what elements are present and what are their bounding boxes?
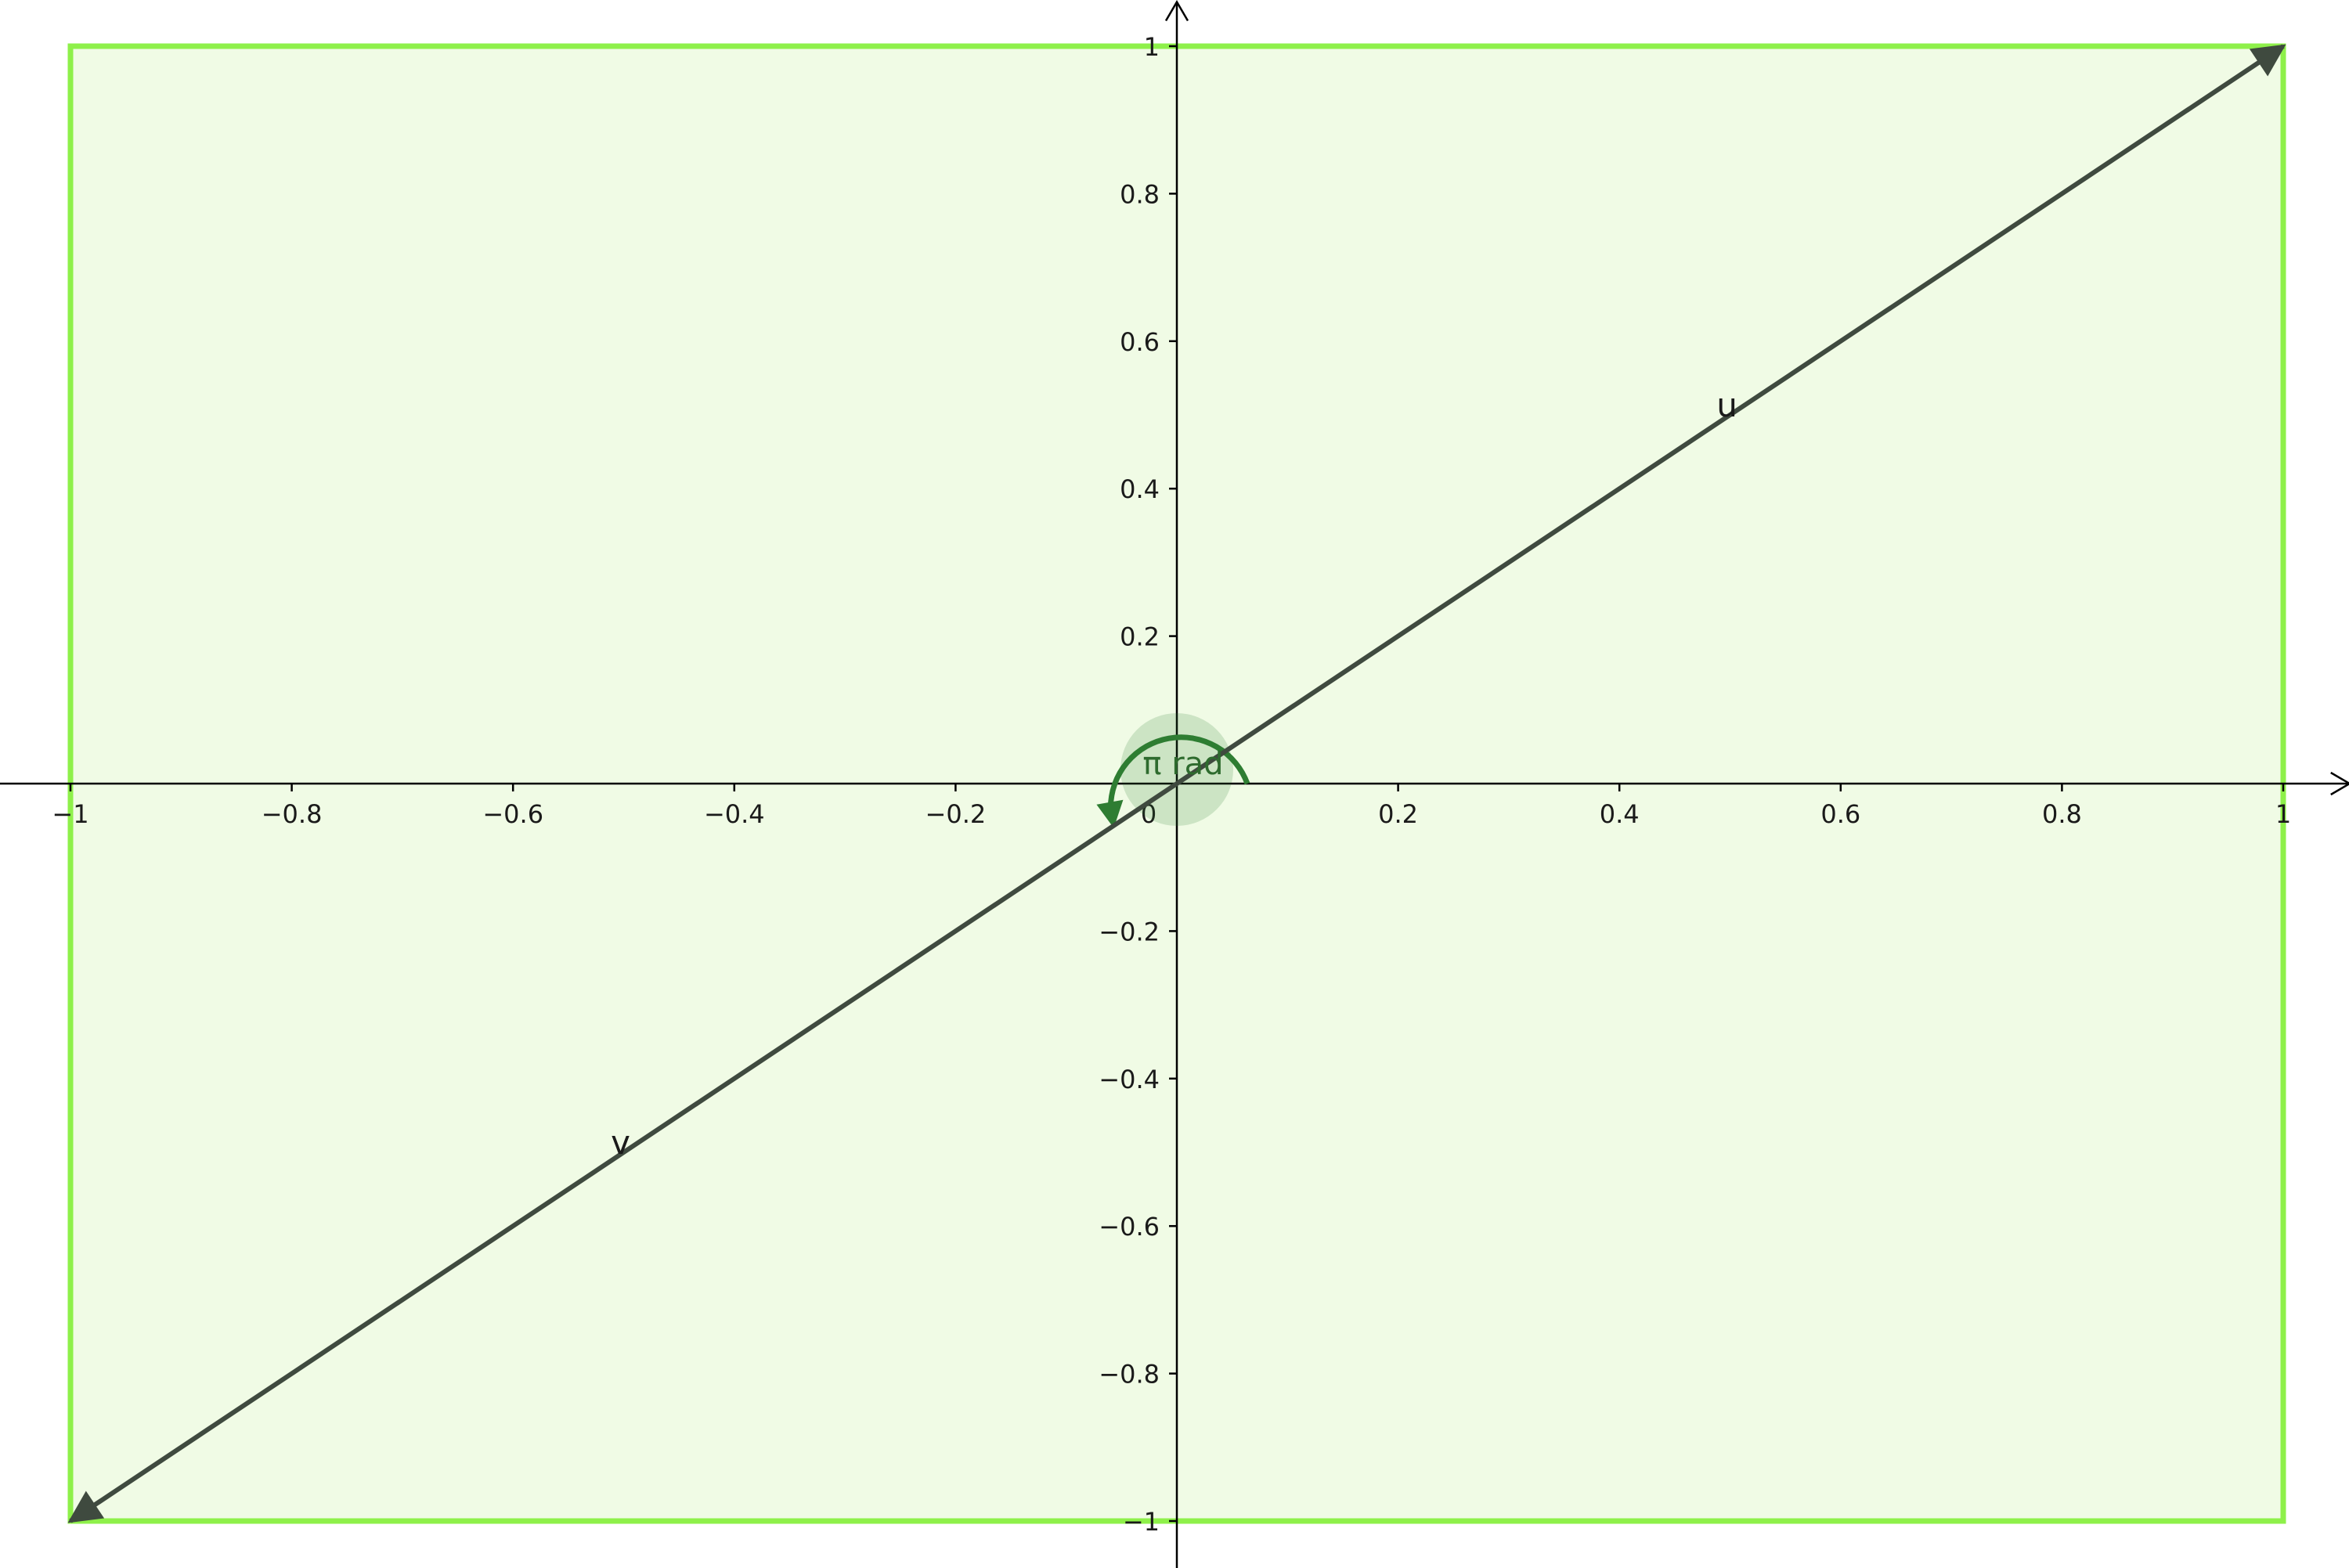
x-tick-label: 0.4: [1600, 799, 1640, 829]
x-axis-arrow-icon: [2330, 771, 2349, 796]
y-tick-label: −0.4: [1099, 1065, 1160, 1094]
y-tick-label: 0.4: [1120, 474, 1160, 504]
angle-marker: [1096, 713, 1250, 828]
y-tick-label: 0.2: [1120, 622, 1160, 652]
x-tick-label: −0.8: [262, 799, 323, 829]
x-tick-label: −1: [52, 799, 88, 829]
y-tick-label: −1: [1123, 1507, 1160, 1537]
angle-arc: [1107, 734, 1250, 808]
y-tick-label: 1: [1144, 32, 1160, 62]
y-axis-arrow-icon: [1164, 0, 1189, 22]
vector-u-label: u: [1716, 386, 1737, 424]
x-tick-label: 0.8: [2042, 799, 2082, 829]
x-tick-label: −0.2: [926, 799, 987, 829]
x-tick-label: 0.2: [1378, 799, 1418, 829]
x-axis-ticks: −1 −0.8 −0.6 −0.4 −0.2 0.2 0.4 0.6 0.8 1: [52, 784, 2291, 829]
x-tick-label: 1: [2275, 799, 2291, 829]
vector-u: [1175, 44, 2286, 786]
x-tick-label: −0.6: [482, 799, 543, 829]
y-tick-label: −0.6: [1099, 1212, 1160, 1242]
y-tick-label: 0.8: [1120, 179, 1160, 209]
y-tick-label: −0.2: [1099, 917, 1160, 946]
angle-arrow-icon: [1096, 799, 1124, 828]
y-tick-label: −0.8: [1099, 1360, 1160, 1390]
vector-v: [67, 781, 1178, 1523]
x-tick-label: 0.6: [1820, 799, 1860, 829]
x-tick-label: −0.4: [704, 799, 765, 829]
vectors: uv: [67, 44, 2286, 1523]
angle-label: π rad: [1142, 746, 1223, 782]
vector-v-label: v: [611, 1123, 630, 1162]
y-axis-ticks: 1 0.8 0.6 0.4 0.2 −0.2 −0.4 −0.6 −0.8 −1: [1099, 32, 1177, 1537]
y-tick-label: 0.6: [1120, 327, 1160, 357]
